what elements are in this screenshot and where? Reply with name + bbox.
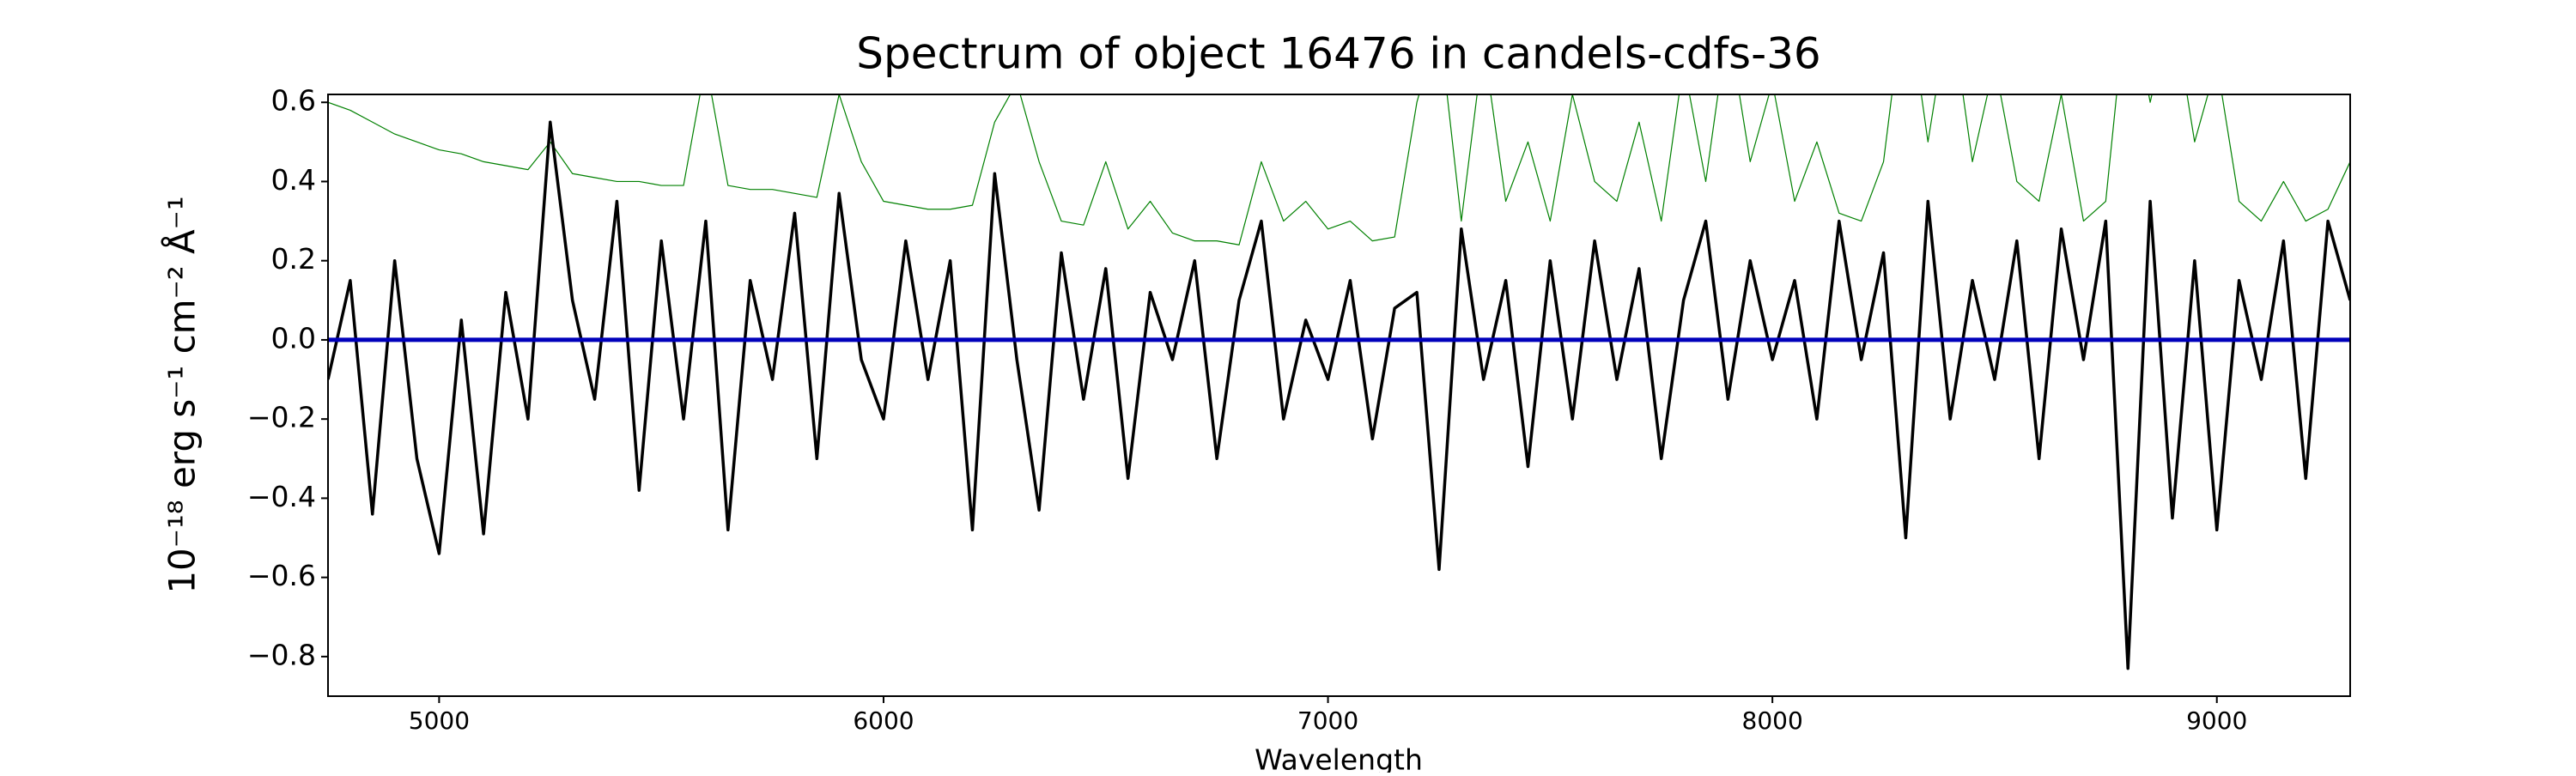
x-tick-label: 6000 [853, 706, 914, 735]
plot-area [328, 94, 2350, 670]
x-tick-label: 5000 [409, 706, 470, 735]
x-tick-label: 9000 [2186, 706, 2247, 735]
x-axis-label: Wavelength [1255, 743, 1423, 773]
x-tick-label: 8000 [1742, 706, 1803, 735]
spectrum-line [328, 94, 2350, 246]
chart-title: Spectrum of object 16476 in candels-cdfs… [856, 29, 1821, 79]
y-tick-label: −0.4 [247, 480, 316, 513]
x-tick-label: 7000 [1297, 706, 1358, 735]
y-tick-label: −0.6 [247, 559, 316, 592]
y-tick-label: 0.2 [271, 242, 316, 276]
plot-frame [327, 94, 2351, 697]
y-tick-label: 0.4 [271, 163, 316, 197]
spectrum-line [328, 120, 2350, 670]
y-tick-label: 0.6 [271, 84, 316, 118]
y-tick-label: 0.0 [271, 321, 316, 355]
y-axis-label: 10⁻¹⁸ erg s⁻¹ cm⁻² Å⁻¹ [161, 196, 204, 593]
y-tick-label: −0.2 [247, 401, 316, 434]
y-tick-label: −0.8 [247, 638, 316, 671]
